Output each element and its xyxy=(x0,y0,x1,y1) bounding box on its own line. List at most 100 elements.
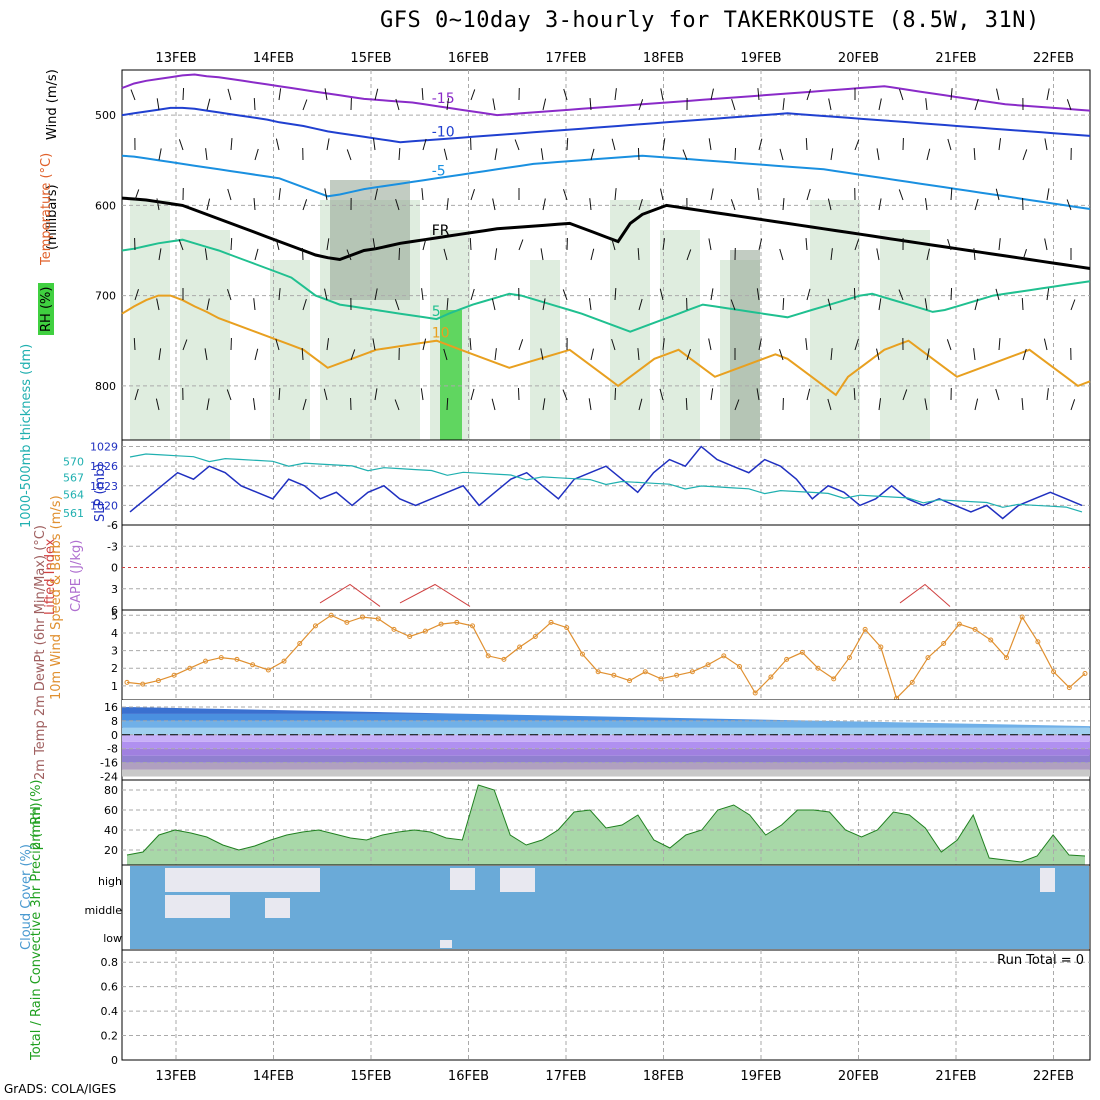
wind-barb xyxy=(374,188,378,201)
wind-barb xyxy=(133,338,136,351)
wind-barb xyxy=(302,199,308,211)
wind-barb xyxy=(924,298,928,311)
wind-barb xyxy=(227,289,232,301)
wind-barb xyxy=(470,89,476,101)
wind-barb xyxy=(947,138,952,151)
wind-barb xyxy=(446,398,449,411)
rh2m-label: 2m RH (%) xyxy=(29,779,44,850)
wind-barb xyxy=(659,388,664,401)
wind-barb xyxy=(1046,288,1050,301)
rh-shade xyxy=(180,230,230,440)
wind-barb xyxy=(878,298,882,311)
wind-barb xyxy=(878,198,882,211)
axis-tick-label: 1023 xyxy=(90,480,118,493)
wind-barb xyxy=(876,148,880,161)
wind-barb xyxy=(275,338,280,351)
wind-speed-point xyxy=(705,662,711,668)
wind-barb xyxy=(662,238,666,251)
axis-tick-label: 5 xyxy=(111,609,118,622)
wind-barb xyxy=(1022,249,1027,261)
stability-gridlines xyxy=(122,525,1090,610)
wind-barb xyxy=(422,338,427,351)
temp-band xyxy=(122,741,1090,749)
wind-barb xyxy=(614,388,617,401)
wind-barb xyxy=(326,238,330,251)
wind-barb xyxy=(1044,138,1048,151)
wind-barb xyxy=(660,88,664,101)
t_5-contour xyxy=(121,238,1091,333)
wind-barb xyxy=(638,99,644,111)
rh-shading xyxy=(130,180,930,440)
wind-barb xyxy=(878,398,882,411)
wind-barb xyxy=(682,149,688,161)
temp-band xyxy=(122,727,1090,735)
wind-barb xyxy=(730,299,736,311)
wind-barb xyxy=(562,389,568,401)
wind-speed-point xyxy=(1019,614,1025,620)
wind-barb xyxy=(730,199,736,211)
wind-barb xyxy=(566,138,569,151)
wind-speed-point xyxy=(689,669,695,675)
wind-barb xyxy=(542,398,546,411)
rh2m-series xyxy=(126,784,1086,863)
wind-barb xyxy=(324,288,328,301)
wind-barb xyxy=(494,248,498,261)
wind-barb xyxy=(926,248,930,261)
wind-speed-point xyxy=(375,616,381,622)
precip-gridlines xyxy=(122,950,1090,1060)
wind-barb xyxy=(394,399,400,411)
wind-barb xyxy=(686,249,692,261)
wind-speed-point xyxy=(1035,639,1041,645)
wind-barb xyxy=(324,88,328,101)
wind-barb xyxy=(995,188,1000,201)
wind-barb xyxy=(638,298,643,311)
date-label-bottom: 19FEB xyxy=(740,1069,781,1084)
wind-barb xyxy=(1044,238,1048,251)
wind-speed-point xyxy=(831,676,837,682)
wind-speed-point xyxy=(988,637,994,643)
axis-tick-label: middle xyxy=(84,904,122,917)
cloud-gap xyxy=(440,940,452,948)
wind-barb xyxy=(542,198,546,211)
wind-barb xyxy=(346,149,352,161)
wind-speed-point xyxy=(234,656,240,662)
slp-frame xyxy=(121,439,1091,526)
slp-line xyxy=(129,445,1083,520)
wind-barb xyxy=(470,288,475,301)
wind-barb xyxy=(827,398,832,411)
wind-barb xyxy=(662,338,665,351)
slp-series xyxy=(129,445,1083,520)
wind-barb xyxy=(253,298,256,311)
run-total-label: Run Total = 0 xyxy=(997,953,1084,968)
wind-barb xyxy=(278,88,282,101)
axis-tick-label: 0 xyxy=(111,562,118,575)
cloud-label: Cloud Cover (%) xyxy=(19,844,34,950)
axis-tick-label: 4 xyxy=(111,627,118,640)
wind-speed-point xyxy=(642,669,648,675)
wind-barb xyxy=(182,88,185,101)
top-date-axis: 13FEB 14FEB 15FEB 16FEB 17FEB 18FEB 19FEB 20FEB… xyxy=(155,51,1074,66)
wind-barb xyxy=(876,248,880,261)
wind-speed-point xyxy=(752,690,758,696)
footer-credit: GrADS: COLA/IGES xyxy=(4,1082,117,1096)
axis-tick-label: 0.4 xyxy=(101,1005,119,1018)
wind-barb xyxy=(517,388,520,401)
wind-barb xyxy=(898,189,904,201)
date-label-bottom: 20FEB xyxy=(838,1069,879,1084)
slp-panel: 570 567 564 561 1029 1026 1023 1020 1000-500mb … xyxy=(19,344,1091,528)
wind-barb xyxy=(686,349,691,361)
wind-barb xyxy=(1046,88,1050,101)
wind-barb xyxy=(779,248,784,261)
wind-barb xyxy=(469,238,472,251)
wind-barb xyxy=(950,88,953,101)
wind-barb xyxy=(758,138,763,151)
t_minus10-contour xyxy=(121,106,1091,144)
wind-barb xyxy=(563,189,568,201)
axis-tick-label: low xyxy=(103,932,122,945)
wind-barb xyxy=(518,239,524,251)
lifted-index-segment xyxy=(399,583,471,607)
wind10m-series xyxy=(124,612,1088,701)
wind-barb xyxy=(878,98,882,111)
wind-barb xyxy=(158,248,162,261)
wind-barb xyxy=(494,148,498,161)
